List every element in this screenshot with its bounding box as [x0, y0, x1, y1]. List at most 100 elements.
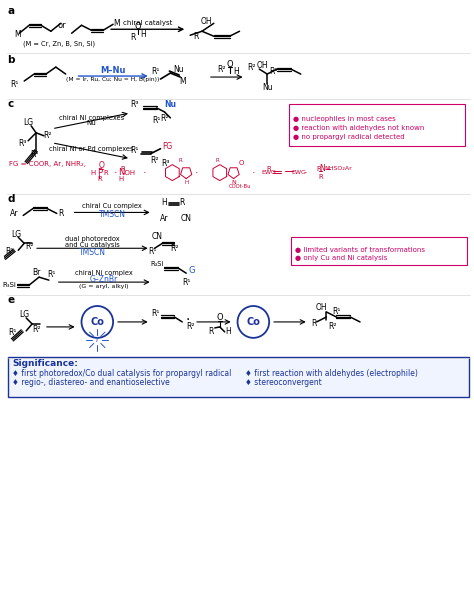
Bar — [289, 104, 465, 146]
Text: R¹: R¹ — [151, 309, 160, 319]
Text: M: M — [14, 30, 20, 39]
Text: R³: R³ — [130, 100, 139, 109]
Text: ·: · — [113, 168, 117, 178]
Text: O: O — [98, 161, 104, 170]
Text: R²: R² — [247, 63, 255, 71]
Text: R²: R² — [160, 114, 169, 124]
Text: R: R — [120, 165, 125, 172]
Text: e: e — [8, 295, 15, 305]
Text: FG: FG — [162, 142, 173, 151]
Text: and Cu catalysis: and Cu catalysis — [65, 242, 120, 248]
Text: R¹: R¹ — [5, 247, 14, 256]
Text: chiral Cu complex: chiral Cu complex — [82, 204, 142, 210]
Text: G: G — [189, 266, 195, 275]
Text: Nu: Nu — [173, 65, 183, 74]
Text: G–ZnBr: G–ZnBr — [90, 275, 118, 284]
Text: R: R — [180, 198, 185, 207]
Text: R¹: R¹ — [151, 66, 160, 76]
Text: FG = COOR, Ar, NHR₂,: FG = COOR, Ar, NHR₂, — [9, 161, 86, 167]
Bar — [291, 237, 467, 265]
Text: ·: · — [304, 168, 308, 178]
Text: Co: Co — [246, 317, 260, 327]
Text: O: O — [135, 22, 141, 31]
Text: CN: CN — [181, 214, 191, 223]
Text: Nu: Nu — [164, 100, 176, 109]
Text: R¹: R¹ — [182, 277, 191, 287]
Text: ·: · — [186, 313, 191, 327]
Text: N: N — [319, 164, 325, 173]
Text: Br: Br — [32, 268, 40, 277]
Text: R²: R² — [32, 325, 40, 335]
Text: or: or — [57, 21, 66, 30]
Text: N: N — [118, 168, 124, 177]
Text: TMSCN: TMSCN — [99, 210, 126, 219]
Text: P: P — [97, 168, 102, 177]
Text: a: a — [8, 6, 15, 17]
Text: c: c — [8, 99, 14, 109]
Text: N: N — [231, 180, 236, 185]
Text: dual photoredox: dual photoredox — [65, 236, 119, 242]
Text: R²: R² — [150, 156, 159, 165]
Text: R: R — [216, 158, 219, 163]
Text: ● only Cu and Ni catalysis: ● only Cu and Ni catalysis — [295, 255, 387, 261]
Text: chiral Ni complex: chiral Ni complex — [75, 270, 133, 276]
Text: R³: R³ — [161, 159, 170, 168]
Text: R²: R² — [44, 131, 52, 140]
Text: R²: R² — [328, 322, 337, 331]
Text: R₃Si: R₃Si — [150, 261, 163, 267]
Text: chiral Ni or Pd complexes: chiral Ni or Pd complexes — [49, 146, 134, 152]
Text: R²: R² — [170, 244, 179, 253]
Text: ● limited variants of transformations: ● limited variants of transformations — [295, 247, 425, 253]
Text: EWG: EWG — [262, 170, 277, 175]
Text: O: O — [217, 314, 223, 322]
Text: chiral catalyst: chiral catalyst — [123, 20, 173, 26]
Text: H: H — [140, 30, 146, 39]
Text: H: H — [91, 170, 96, 176]
Text: R²: R² — [218, 65, 226, 74]
Text: R: R — [130, 33, 136, 42]
Text: ♦ first photoredox/Co dual catalysis for propargyl radical: ♦ first photoredox/Co dual catalysis for… — [12, 369, 232, 378]
Text: R: R — [104, 170, 109, 176]
Text: R¹: R¹ — [8, 328, 17, 338]
Text: ♦ regio-, diastereo- and enantioselective: ♦ regio-, diastereo- and enantioselectiv… — [12, 378, 170, 387]
Text: M: M — [114, 19, 120, 28]
Text: LG: LG — [19, 311, 29, 319]
Text: ·: · — [195, 168, 199, 178]
Text: R¹: R¹ — [48, 269, 56, 279]
Text: M–Nu: M–Nu — [100, 66, 126, 74]
Text: ● reaction with aldehydes not known: ● reaction with aldehydes not known — [293, 125, 424, 131]
Text: H: H — [234, 66, 239, 76]
Text: R: R — [178, 158, 182, 163]
Text: R: R — [97, 176, 101, 181]
Text: Co: Co — [91, 317, 104, 327]
Text: COOt-Bu: COOt-Bu — [228, 184, 251, 189]
Text: chiral Ni complexes: chiral Ni complexes — [59, 115, 124, 121]
Text: OH: OH — [201, 17, 213, 26]
Text: ● nucleophiles in most cases: ● nucleophiles in most cases — [293, 116, 396, 122]
Text: ♦ first reaction with aldehydes (electrophile): ♦ first reaction with aldehydes (electro… — [246, 369, 419, 378]
Text: R¹: R¹ — [152, 116, 161, 125]
Text: R²: R² — [186, 322, 194, 331]
Text: M: M — [179, 76, 185, 85]
Text: CN: CN — [152, 232, 163, 241]
Text: R: R — [58, 209, 64, 218]
Text: ·: · — [143, 168, 146, 178]
Text: R: R — [267, 165, 272, 172]
Text: R¹: R¹ — [332, 308, 340, 317]
Bar — [9, 357, 469, 397]
Text: (G = aryl, alkyl): (G = aryl, alkyl) — [80, 284, 129, 288]
Text: b: b — [8, 55, 15, 65]
Text: ·: · — [252, 168, 255, 178]
Text: R¹: R¹ — [10, 79, 18, 89]
Text: R³: R³ — [18, 139, 27, 148]
Text: R: R — [193, 32, 199, 41]
Text: R²: R² — [25, 242, 33, 251]
Text: i: i — [96, 335, 99, 344]
Text: NHSO₂Ar: NHSO₂Ar — [324, 166, 352, 171]
Text: LG: LG — [11, 230, 21, 239]
Text: Nu: Nu — [262, 82, 273, 92]
Text: LG: LG — [23, 118, 33, 127]
Text: H: H — [162, 198, 167, 207]
Text: R¹: R¹ — [148, 247, 157, 256]
Text: R¹: R¹ — [131, 146, 139, 155]
